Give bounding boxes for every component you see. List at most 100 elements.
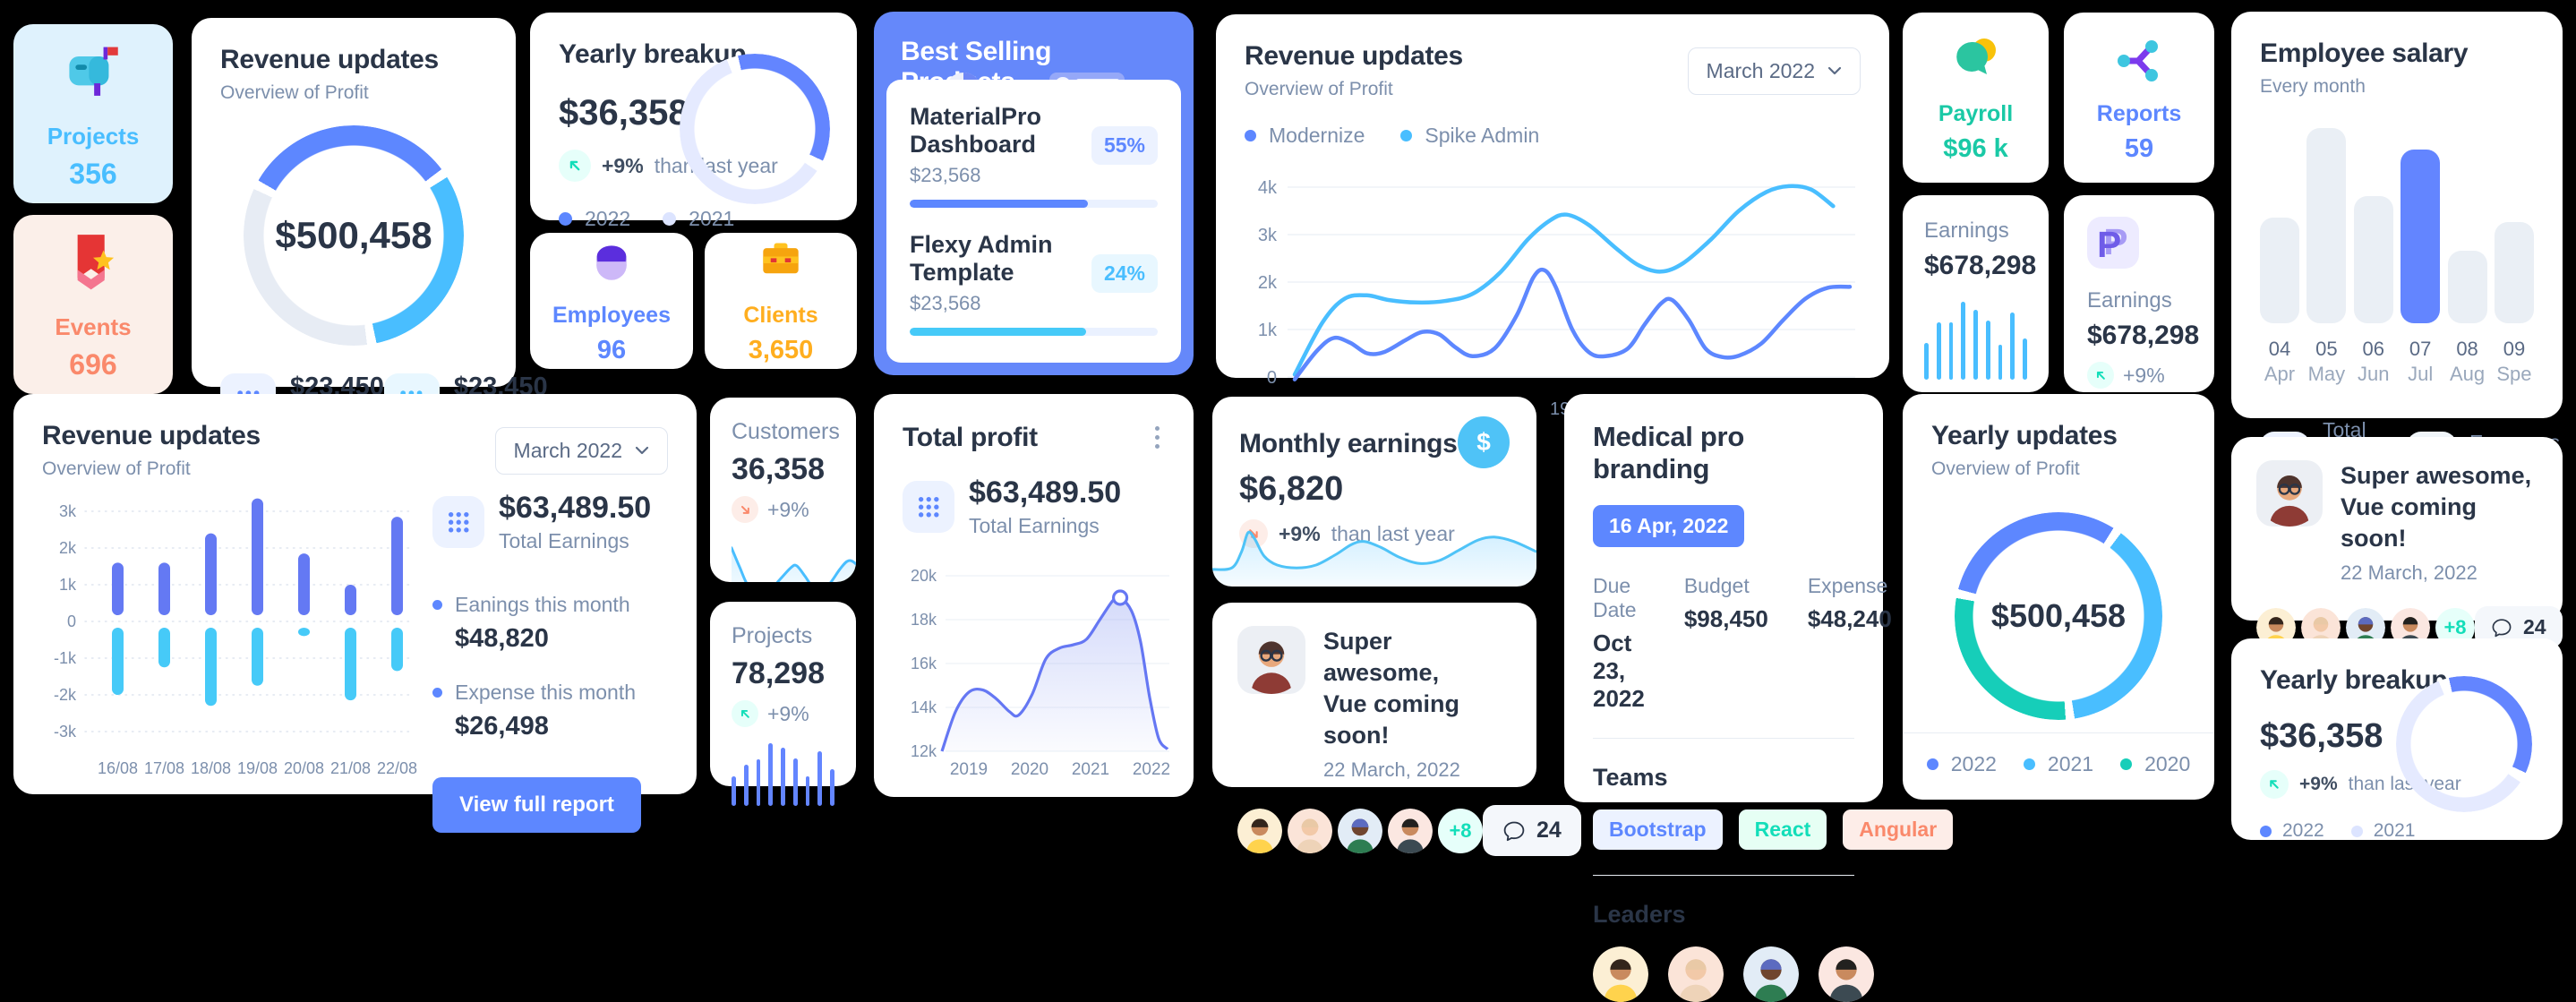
month-dropdown[interactable]: March 2022 bbox=[494, 426, 668, 475]
svg-text:P: P bbox=[2097, 224, 2121, 265]
donut-center-value: $500,458 bbox=[275, 214, 432, 256]
spark-bar bbox=[1961, 302, 1966, 380]
spark-bar bbox=[1936, 322, 1941, 380]
spark-bar bbox=[768, 743, 774, 806]
legend-label: 2020 bbox=[2144, 752, 2191, 775]
employee-salary-bar-apr: 04 Apr bbox=[2260, 128, 2299, 386]
yearly-breakup-donut bbox=[680, 54, 830, 204]
svg-text:-3k: -3k bbox=[54, 723, 77, 741]
svg-text:-1k: -1k bbox=[54, 649, 77, 667]
monthly-earnings-value: $6,820 bbox=[1239, 470, 1344, 508]
announcement-title-line1: Super awesome, bbox=[1323, 628, 1440, 687]
kebab-menu-icon[interactable] bbox=[1150, 421, 1165, 454]
yearly-breakup-donut bbox=[2396, 676, 2532, 812]
tile-value: $96 k bbox=[1943, 134, 2008, 163]
avatar bbox=[1338, 808, 1382, 853]
comment-icon bbox=[1502, 819, 1526, 843]
projects-tile[interactable]: Projects 356 bbox=[13, 24, 173, 203]
avatar bbox=[1743, 946, 1799, 1002]
product-progress bbox=[910, 200, 1158, 208]
card-subtitle: Overview of Profit bbox=[42, 458, 191, 479]
clients-tile[interactable]: Clients 3,650 bbox=[705, 233, 857, 369]
view-full-report-button[interactable]: View full report bbox=[432, 777, 641, 833]
bar-label-number: 05 bbox=[2315, 338, 2338, 360]
person-icon bbox=[585, 236, 638, 290]
revenue-updates-donut-card: Revenue updates Overview of Profit $500,… bbox=[192, 18, 548, 429]
svg-text:20k: 20k bbox=[911, 567, 937, 585]
tile-label: Events bbox=[55, 313, 132, 340]
svg-text:18k: 18k bbox=[911, 611, 937, 629]
comments-chip[interactable]: 24 bbox=[1483, 805, 1581, 857]
tile-value: 696 bbox=[69, 348, 117, 381]
legend-dot-spike-admin bbox=[1400, 130, 1413, 141]
legend-label: Modernize bbox=[1269, 124, 1365, 147]
legend-label: 2021 bbox=[689, 207, 735, 230]
projects-sparkbars-chart bbox=[732, 740, 835, 806]
card-title: Revenue updates bbox=[42, 421, 261, 450]
product-name: MaterialPro Dashboard bbox=[910, 103, 1042, 158]
spark-bar bbox=[1924, 343, 1929, 380]
month-dropdown[interactable]: March 2022 bbox=[1687, 47, 1861, 95]
svg-text:0: 0 bbox=[67, 612, 76, 630]
avatar bbox=[2256, 460, 2323, 527]
svg-text:18/08: 18/08 bbox=[191, 759, 231, 777]
dropdown-value: March 2022 bbox=[1706, 58, 1815, 82]
monthly-earnings-card: Monthly earnings $ $6,820 +9% than last … bbox=[1212, 397, 1536, 587]
tile-label: Clients bbox=[743, 303, 818, 328]
spark-bar bbox=[2010, 313, 2015, 380]
announcement-title-line2: Vue coming soon! bbox=[2341, 493, 2478, 552]
earnings-value: $678,298 bbox=[1924, 251, 2037, 280]
employee-salary-bar-may: 05 May bbox=[2306, 128, 2347, 386]
card-title: Total profit bbox=[903, 422, 1038, 452]
employee-salary-bar-spe: 09 Spe bbox=[2494, 128, 2534, 386]
avatar bbox=[1237, 626, 1305, 694]
employee-salary-bar-jul: 07 Jul bbox=[2401, 128, 2441, 386]
legend-label: Spike Admin bbox=[1425, 124, 1540, 147]
product-percent-badge: 24% bbox=[1091, 253, 1158, 293]
bar bbox=[2306, 128, 2347, 323]
legend-dot-earnings bbox=[432, 600, 442, 610]
employee-salary-bar-jun: 06 Jun bbox=[2353, 128, 2393, 386]
svg-text:22/08: 22/08 bbox=[377, 759, 417, 777]
product-price: $23,568 bbox=[910, 164, 981, 186]
delta-percent: +9% bbox=[767, 497, 809, 521]
employee-salary-bar-chart: 04 Apr 05 May 06 Jun 07 Jul 08 Aug 09 Spe bbox=[2260, 128, 2534, 386]
legend-dot-modernize bbox=[1245, 130, 1256, 141]
chevron-down-icon bbox=[635, 446, 649, 455]
legend-dot-2022 bbox=[2260, 825, 2272, 837]
yearly-breakup-value: $36,358 bbox=[559, 93, 689, 133]
reports-tile[interactable]: Reports 59 bbox=[2064, 13, 2214, 183]
team-chip-react: React bbox=[1738, 809, 1827, 850]
svg-text:1k: 1k bbox=[59, 576, 77, 594]
svg-text:2020: 2020 bbox=[1011, 760, 1048, 779]
trend-up-icon bbox=[732, 700, 758, 727]
events-tile[interactable]: Events 696 bbox=[13, 215, 173, 394]
monthly-earnings-sparkline-chart bbox=[1212, 517, 1536, 587]
meta-label: Budget bbox=[1683, 574, 1750, 597]
product-price: $23,568 bbox=[910, 292, 981, 314]
bar-label-month: Jul bbox=[2408, 363, 2434, 385]
announcement-title-line1: Super awesome, bbox=[2341, 462, 2532, 489]
svg-text:2k: 2k bbox=[1258, 273, 1278, 293]
announcement-title-line2: Vue coming soon! bbox=[1323, 690, 1460, 749]
svg-text:3k: 3k bbox=[1258, 226, 1278, 245]
employees-tile[interactable]: Employees 96 bbox=[530, 233, 693, 369]
bar-label-number: 07 bbox=[2409, 338, 2432, 360]
dollar-symbol: $ bbox=[1476, 428, 1491, 456]
bar-label-month: Spe bbox=[2496, 363, 2532, 385]
item-label: Expense this month bbox=[455, 681, 637, 704]
svg-text:17/08: 17/08 bbox=[144, 759, 184, 777]
tile-value: 59 bbox=[2124, 134, 2154, 163]
total-profit-label: Total Earnings bbox=[969, 514, 1100, 537]
comments-count: 24 bbox=[2523, 615, 2546, 639]
donut-ring bbox=[680, 54, 830, 204]
spark-bar bbox=[756, 759, 761, 806]
svg-text:12k: 12k bbox=[911, 742, 937, 760]
meta-value: Oct 23, 2022 bbox=[1593, 629, 1645, 712]
mailbox-icon bbox=[60, 37, 126, 103]
payroll-tile[interactable]: Payroll $96 k bbox=[1903, 13, 2049, 183]
leaders-heading: Leaders bbox=[1593, 901, 1686, 928]
donut-ring bbox=[1955, 512, 2162, 720]
bar-label-month: Apr bbox=[2264, 363, 2296, 385]
